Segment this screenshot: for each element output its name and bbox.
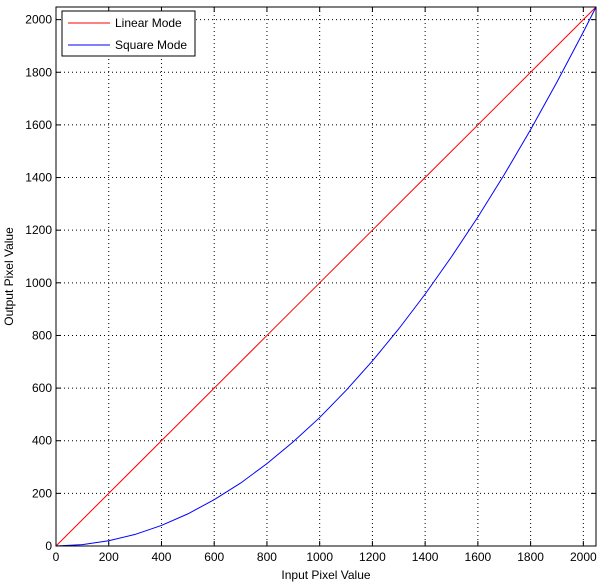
x-tick-label: 1800 bbox=[517, 550, 544, 564]
x-tick-label: 0 bbox=[53, 550, 60, 564]
x-tick-label: 1600 bbox=[465, 550, 492, 564]
y-tick-label: 1800 bbox=[25, 65, 52, 79]
legend: Linear Mode Square Mode bbox=[61, 10, 196, 57]
y-tick-label: 800 bbox=[32, 328, 52, 342]
y-tick-label: 0 bbox=[45, 539, 52, 553]
y-tick-label: 1200 bbox=[25, 223, 52, 237]
y-tick-label: 1600 bbox=[25, 118, 52, 132]
x-axis-title: Input Pixel Value bbox=[281, 568, 370, 582]
legend-label-linear-mode: Linear Mode bbox=[115, 16, 182, 30]
legend-label-square-mode: Square Mode bbox=[115, 38, 187, 52]
x-tick-label: 200 bbox=[99, 550, 119, 564]
x-tick-label: 1400 bbox=[412, 550, 439, 564]
axes bbox=[55, 6, 597, 547]
x-tick-label: 600 bbox=[204, 550, 224, 564]
x-tick-label: 400 bbox=[151, 550, 171, 564]
series-layer bbox=[55, 6, 597, 547]
y-tick-label: 200 bbox=[32, 486, 52, 500]
series-line-square-mode bbox=[55, 6, 597, 547]
axes-box bbox=[55, 6, 597, 547]
y-tick-label: 600 bbox=[32, 381, 52, 395]
y-axis-title: Output Pixel Value bbox=[2, 227, 16, 326]
y-tick-label: 1000 bbox=[25, 276, 52, 290]
y-tick-label: 400 bbox=[32, 434, 52, 448]
series-line-linear-mode bbox=[55, 6, 597, 547]
x-tick-label: 1200 bbox=[359, 550, 386, 564]
y-tick-label: 1400 bbox=[25, 171, 52, 185]
x-tick-label: 2000 bbox=[570, 550, 597, 564]
x-tick-label: 1000 bbox=[306, 550, 333, 564]
y-tick-label: 2000 bbox=[25, 13, 52, 27]
ticks: 0 200 400 600 800 1000 1200 1400 1600 1800 2000 0 20… bbox=[25, 7, 597, 564]
x-tick-label: 800 bbox=[257, 550, 277, 564]
legend-box bbox=[61, 10, 196, 57]
